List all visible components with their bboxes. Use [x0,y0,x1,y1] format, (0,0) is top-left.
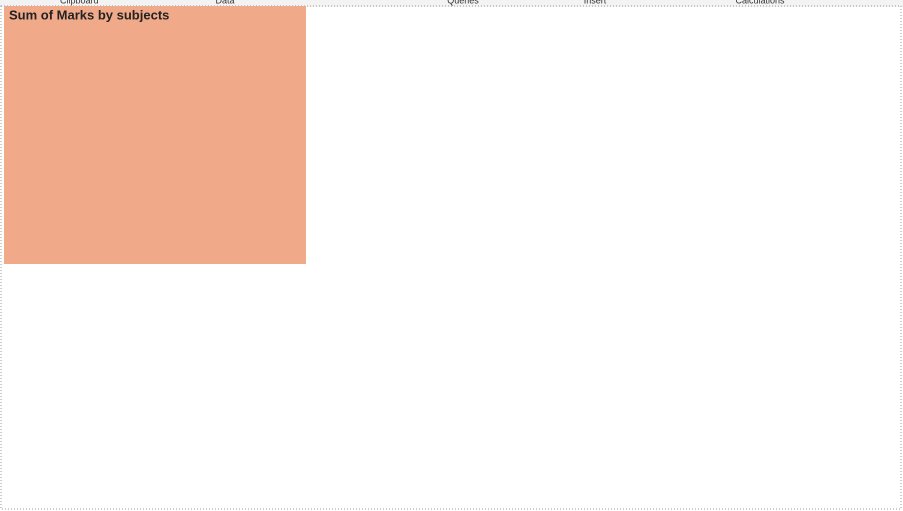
ribbon-tab[interactable]: Clipboard [60,0,99,5]
ribbon-tab[interactable]: Insert [584,0,607,5]
ribbon-tab[interactable]: Calculations [735,0,785,5]
ribbon [0,0,903,7]
ribbon-tab[interactable]: Data [215,0,234,5]
canvas-border [0,5,902,510]
ribbon-tab[interactable]: Queries [447,0,479,5]
panel [4,6,306,264]
chart-title: Sum of Marks by subjects [9,7,169,22]
